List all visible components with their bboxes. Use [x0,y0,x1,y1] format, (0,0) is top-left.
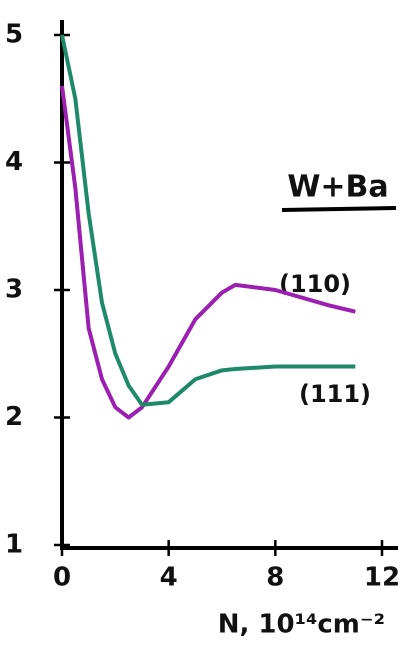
x-axis-label: N, 10¹⁴cm⁻² [218,610,385,640]
y-tick-label: 3 [5,275,23,305]
series-line [60,34,356,407]
y-tick-label: 2 [5,402,23,432]
x-tick-label: 12 [364,563,400,593]
legend-label: (111) [299,380,371,408]
annotation-underline [281,206,397,212]
y-tick-label: 4 [5,147,23,177]
x-tick-label: 8 [266,563,284,593]
series-line [60,85,356,420]
x-tick-label: 0 [53,563,71,593]
x-tick-label: 4 [160,563,178,593]
annotation: W+Ba [287,170,388,205]
y-tick-label: 1 [5,530,23,560]
y-tick-label: 5 [5,20,23,50]
